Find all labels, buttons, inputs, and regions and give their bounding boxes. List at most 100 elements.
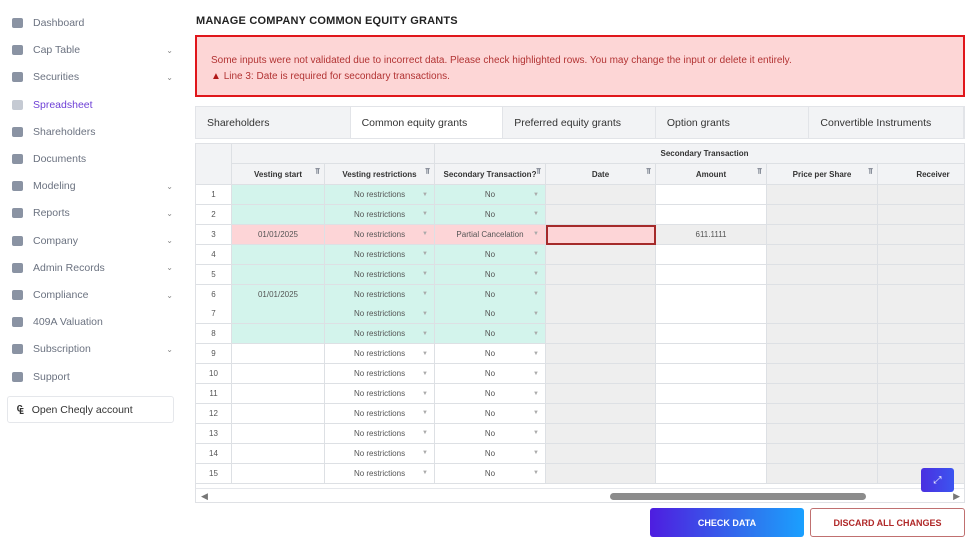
- vesting-start-cell[interactable]: [232, 304, 325, 325]
- dropdown-arrow-icon[interactable]: ▼: [533, 310, 539, 317]
- dropdown-arrow-icon[interactable]: ▼: [422, 410, 428, 417]
- date-cell[interactable]: [546, 423, 656, 444]
- dropdown-arrow-icon[interactable]: ▼: [422, 191, 428, 198]
- amount-cell[interactable]: [656, 204, 767, 225]
- pin-icon[interactable]: ⫪: [646, 167, 651, 176]
- amount-cell[interactable]: [656, 443, 767, 464]
- date-cell[interactable]: [546, 224, 656, 245]
- sidebar-item-modeling[interactable]: Modeling ⌄: [12, 176, 177, 196]
- dropdown-arrow-icon[interactable]: ▼: [533, 350, 539, 357]
- dropdown-arrow-icon[interactable]: ▼: [422, 291, 428, 297]
- tab-convertible-instruments[interactable]: Convertible Instruments: [809, 107, 964, 138]
- dropdown-arrow-icon[interactable]: ▼: [533, 330, 539, 337]
- row-number[interactable]: 6: [196, 284, 232, 305]
- row-number[interactable]: 11: [196, 384, 232, 404]
- secondary-transaction-select[interactable]: Partial Cancelation ▼: [435, 224, 546, 245]
- vesting-restrictions-select[interactable]: No restrictions ▼: [325, 204, 435, 225]
- dropdown-arrow-icon[interactable]: ▼: [533, 231, 539, 238]
- horizontal-scrollbar[interactable]: ◀ ▶: [196, 488, 964, 502]
- vesting-start-cell[interactable]: 01/01/2025: [232, 284, 325, 305]
- dropdown-arrow-icon[interactable]: ▼: [533, 251, 539, 258]
- row-number[interactable]: 15: [196, 463, 232, 484]
- receiver-cell[interactable]: [878, 423, 964, 444]
- pin-icon[interactable]: ⫪: [536, 167, 541, 176]
- price-per-share-cell[interactable]: [767, 463, 878, 484]
- amount-cell[interactable]: [656, 403, 767, 424]
- row-number[interactable]: 14: [196, 443, 232, 464]
- dropdown-arrow-icon[interactable]: ▼: [422, 470, 428, 477]
- receiver-cell[interactable]: [878, 324, 964, 345]
- dropdown-arrow-icon[interactable]: ▼: [422, 330, 428, 337]
- vesting-restrictions-select[interactable]: No restrictions ▼: [325, 443, 435, 464]
- sidebar-item-409a-valuation[interactable]: 409A Valuation: [12, 312, 177, 332]
- secondary-transaction-select[interactable]: No ▼: [435, 344, 546, 365]
- dropdown-arrow-icon[interactable]: ▼: [533, 291, 539, 297]
- secondary-transaction-select[interactable]: No ▼: [435, 185, 546, 205]
- secondary-transaction-select[interactable]: No ▼: [435, 284, 546, 305]
- discard-all-changes-button[interactable]: DISCARD ALL CHANGES: [810, 508, 965, 537]
- vesting-restrictions-select[interactable]: No restrictions ▼: [325, 284, 435, 305]
- date-cell[interactable]: [546, 204, 656, 225]
- sidebar-item-subscription[interactable]: Subscription ⌄: [12, 339, 177, 359]
- vesting-start-cell[interactable]: [232, 384, 325, 404]
- dropdown-arrow-icon[interactable]: ▼: [422, 271, 428, 278]
- secondary-transaction-select[interactable]: No ▼: [435, 423, 546, 444]
- vesting-start-cell[interactable]: [232, 463, 325, 484]
- receiver-cell[interactable]: [878, 204, 964, 225]
- vesting-start-cell[interactable]: [232, 185, 325, 205]
- sidebar-item-compliance[interactable]: Compliance ⌄: [12, 285, 177, 305]
- tab-option-grants[interactable]: Option grants: [656, 107, 810, 138]
- sidebar-item-securities[interactable]: Securities ⌄: [12, 67, 177, 87]
- dropdown-arrow-icon[interactable]: ▼: [422, 350, 428, 357]
- row-number[interactable]: 7: [196, 304, 232, 325]
- amount-cell[interactable]: 611.1111: [656, 224, 767, 245]
- dropdown-arrow-icon[interactable]: ▼: [533, 211, 539, 218]
- vesting-start-cell[interactable]: 01/01/2025: [232, 224, 325, 245]
- column-header[interactable]: Vesting start ⫪: [232, 164, 325, 185]
- price-per-share-cell[interactable]: [767, 304, 878, 325]
- chevron-down-icon[interactable]: ⌄: [166, 208, 173, 218]
- sidebar-item-admin-records[interactable]: Admin Records ⌄: [12, 258, 177, 278]
- row-number[interactable]: 13: [196, 423, 232, 444]
- dropdown-arrow-icon[interactable]: ▼: [533, 370, 539, 377]
- receiver-cell[interactable]: [878, 443, 964, 464]
- vesting-restrictions-select[interactable]: No restrictions ▼: [325, 244, 435, 265]
- date-cell[interactable]: [546, 264, 656, 285]
- pin-icon[interactable]: ⫪: [425, 167, 430, 176]
- scroll-right-icon[interactable]: ▶: [953, 491, 960, 501]
- price-per-share-cell[interactable]: [767, 185, 878, 205]
- receiver-cell[interactable]: [878, 344, 964, 365]
- price-per-share-cell[interactable]: [767, 344, 878, 365]
- dropdown-arrow-icon[interactable]: ▼: [533, 450, 539, 457]
- vesting-restrictions-select[interactable]: No restrictions ▼: [325, 324, 435, 345]
- dropdown-arrow-icon[interactable]: ▼: [422, 251, 428, 258]
- fullscreen-button[interactable]: ⤢: [921, 468, 954, 492]
- row-number[interactable]: 3: [196, 224, 232, 245]
- sidebar-item-support[interactable]: Support: [12, 367, 177, 387]
- secondary-transaction-select[interactable]: No ▼: [435, 324, 546, 345]
- column-header[interactable]: Price per Share ⫪: [767, 164, 878, 185]
- date-cell[interactable]: [546, 324, 656, 345]
- pin-icon[interactable]: ⫪: [315, 167, 320, 176]
- dropdown-arrow-icon[interactable]: ▼: [422, 450, 428, 457]
- receiver-cell[interactable]: [878, 304, 964, 325]
- vesting-restrictions-select[interactable]: No restrictions ▼: [325, 403, 435, 424]
- price-per-share-cell[interactable]: [767, 403, 878, 424]
- sidebar-item-spreadsheet[interactable]: Spreadsheet: [12, 95, 177, 115]
- tab-preferred-equity-grants[interactable]: Preferred equity grants: [503, 107, 656, 138]
- amount-cell[interactable]: [656, 304, 767, 325]
- chevron-down-icon[interactable]: ⌄: [166, 72, 173, 82]
- secondary-transaction-select[interactable]: No ▼: [435, 264, 546, 285]
- row-number[interactable]: 4: [196, 244, 232, 265]
- receiver-cell[interactable]: [878, 384, 964, 404]
- vesting-start-cell[interactable]: [232, 364, 325, 385]
- vesting-start-cell[interactable]: [232, 324, 325, 345]
- receiver-cell[interactable]: [878, 284, 964, 305]
- row-number[interactable]: 2: [196, 204, 232, 225]
- date-cell[interactable]: [546, 384, 656, 404]
- chevron-down-icon[interactable]: ⌄: [166, 181, 173, 191]
- receiver-cell[interactable]: [878, 264, 964, 285]
- dropdown-arrow-icon[interactable]: ▼: [533, 390, 539, 397]
- secondary-transaction-select[interactable]: No ▼: [435, 244, 546, 265]
- dropdown-arrow-icon[interactable]: ▼: [422, 211, 428, 218]
